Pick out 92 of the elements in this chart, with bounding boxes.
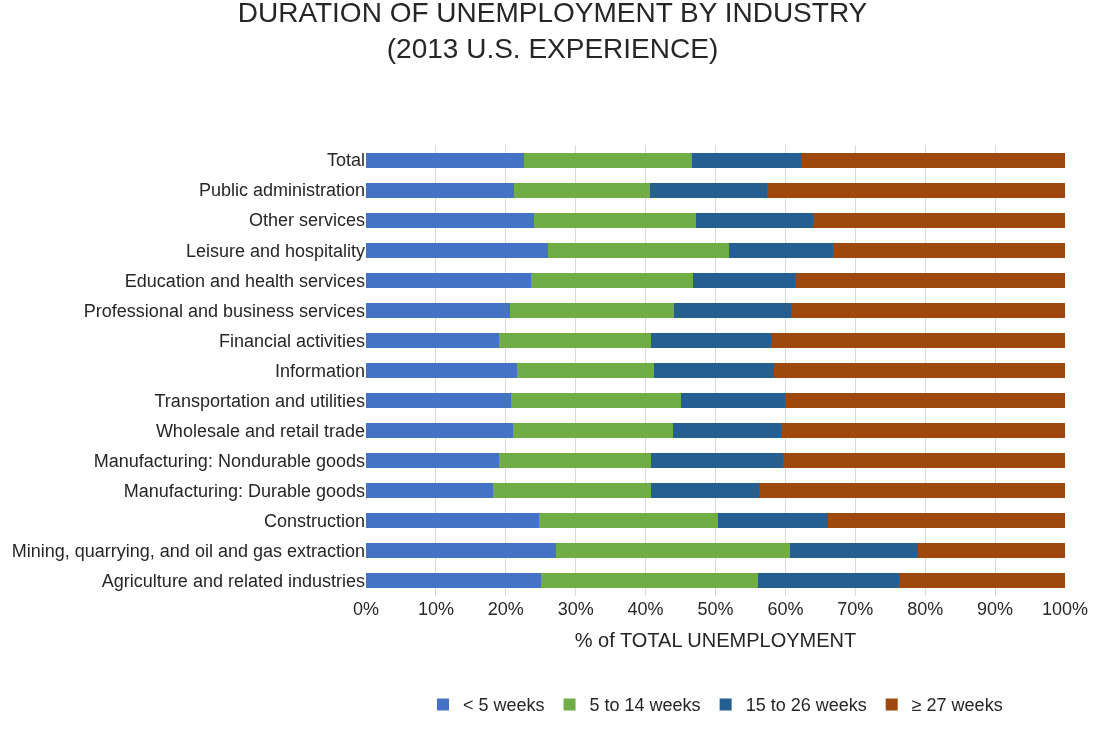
x-tick-label: 50% <box>697 599 734 619</box>
bar <box>766 182 1065 198</box>
legend-label: 5 to 14 weeks <box>589 695 701 716</box>
x-tick-label: 10% <box>417 599 454 619</box>
y-tick-label: Leisure and hospitality <box>185 240 365 261</box>
y-tick-label: Transportation and utilities <box>154 390 365 411</box>
bar <box>366 393 512 409</box>
bar <box>781 423 1065 439</box>
x-tick-label: 100% <box>1041 599 1089 619</box>
bar <box>691 152 802 168</box>
bar <box>832 242 1065 258</box>
y-tick-label: Education and health services <box>124 270 365 291</box>
bar <box>366 152 524 168</box>
bar <box>653 362 774 379</box>
x-axis-title: % of TOTAL UNEMPLOYMENT <box>574 628 857 651</box>
bar <box>516 362 654 379</box>
bar <box>651 332 771 348</box>
legend-label: < 5 weeks <box>463 695 545 716</box>
bar <box>366 513 540 529</box>
x-tick-label: 90% <box>977 599 1014 619</box>
bar <box>773 362 1065 379</box>
bar <box>917 543 1065 559</box>
y-tick-label: Professional and business services <box>83 300 365 321</box>
bar <box>540 573 759 589</box>
bar <box>770 332 1065 348</box>
bar <box>366 543 557 559</box>
bar <box>366 302 510 318</box>
bar <box>523 152 692 168</box>
bar <box>758 573 900 589</box>
y-tick-label: Information <box>274 360 365 381</box>
bar <box>782 453 1065 469</box>
y-tick-label: Manufacturing: Durable goods <box>123 481 365 502</box>
bar <box>693 272 796 288</box>
bar <box>717 513 829 529</box>
x-tick-label: 80% <box>907 599 944 619</box>
x-tick-label: 0% <box>352 599 380 619</box>
bar <box>498 332 652 348</box>
bar <box>514 182 650 198</box>
x-tick-label: 30% <box>557 599 594 619</box>
y-tick-label: Wholesale and retail trade <box>155 420 365 441</box>
x-tick-label: 40% <box>627 599 664 619</box>
chart-title: DURATION OF UNEMPLOYMENT BY INDUSTRY (2013 U.S. EXPERIENCE) <box>237 0 868 65</box>
bar <box>680 393 786 409</box>
y-tick-label: Other services <box>248 210 365 231</box>
bar <box>366 362 517 379</box>
legend-label: ≥ 27 weeks <box>911 695 1003 716</box>
bar <box>801 152 1065 168</box>
bar <box>366 423 513 439</box>
bar <box>547 242 730 258</box>
y-tick-label: Mining, quarrying, and oil and gas extraction <box>11 541 365 562</box>
bar <box>511 393 681 409</box>
bar <box>790 543 918 559</box>
bar <box>366 212 534 228</box>
bar <box>758 483 1065 499</box>
y-tick-label: Total <box>326 150 365 171</box>
bar <box>509 302 675 318</box>
bar <box>493 483 652 499</box>
y-tick-label: Financial activities <box>218 330 365 351</box>
bar <box>812 212 1065 228</box>
bar <box>539 513 718 529</box>
bar <box>828 513 1065 529</box>
x-tick-label: 20% <box>487 599 524 619</box>
bar <box>366 182 515 198</box>
bar <box>533 212 696 228</box>
bar <box>556 543 791 559</box>
bar <box>366 483 494 499</box>
bar <box>695 212 813 228</box>
bar <box>366 332 499 348</box>
bar <box>899 573 1065 589</box>
x-tick-label: 70% <box>837 599 874 619</box>
bar <box>790 302 1065 318</box>
bar <box>795 272 1065 288</box>
bar <box>674 302 791 318</box>
bar <box>651 483 759 499</box>
bar <box>785 393 1065 409</box>
bar <box>729 242 833 258</box>
y-tick-label: Construction <box>263 511 365 532</box>
bar <box>366 573 541 589</box>
bar <box>366 453 499 469</box>
legend-label: 15 to 26 weeks <box>745 695 867 716</box>
bar <box>530 272 694 288</box>
bar <box>366 242 548 258</box>
bar <box>651 453 783 469</box>
bar <box>672 423 782 439</box>
bar <box>512 423 673 439</box>
x-tick-label: 60% <box>767 599 804 619</box>
y-tick-label: Public administration <box>198 180 365 201</box>
bar <box>498 453 652 469</box>
y-tick-label: Agriculture and related industries <box>101 571 365 592</box>
y-tick-label: Manufacturing: Nondurable goods <box>93 451 365 471</box>
bar <box>366 272 531 288</box>
bar <box>649 182 767 198</box>
